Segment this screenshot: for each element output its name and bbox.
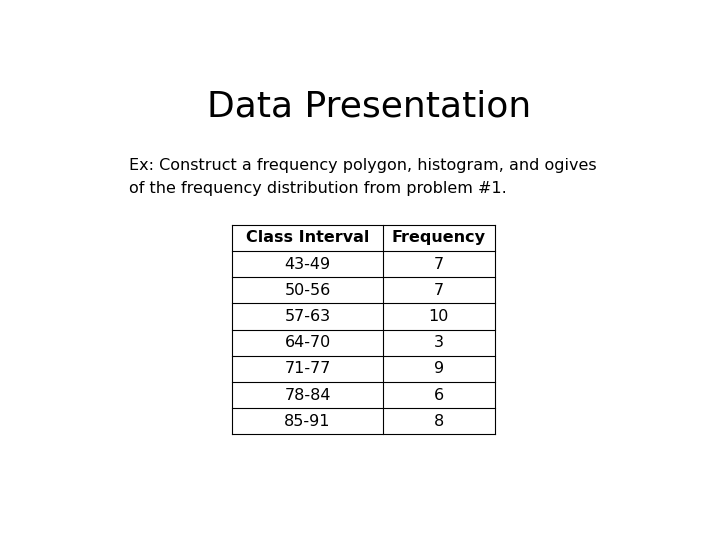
Text: 3: 3 (433, 335, 444, 350)
Text: 85-91: 85-91 (284, 414, 331, 429)
Text: 6: 6 (433, 388, 444, 403)
Text: 50-56: 50-56 (284, 283, 330, 298)
Text: 64-70: 64-70 (284, 335, 330, 350)
Text: 57-63: 57-63 (284, 309, 330, 324)
Text: Class Interval: Class Interval (246, 231, 369, 246)
Text: 7: 7 (433, 283, 444, 298)
Text: Ex: Construct a frequency polygon, histogram, and ogives
of the frequency distri: Ex: Construct a frequency polygon, histo… (129, 158, 597, 195)
Text: 43-49: 43-49 (284, 256, 330, 272)
Text: Data Presentation: Data Presentation (207, 90, 531, 124)
Text: 78-84: 78-84 (284, 388, 331, 403)
Text: 8: 8 (433, 414, 444, 429)
Text: Frequency: Frequency (392, 231, 486, 246)
Text: 9: 9 (433, 361, 444, 376)
Text: 7: 7 (433, 256, 444, 272)
Text: 10: 10 (428, 309, 449, 324)
Text: 71-77: 71-77 (284, 361, 330, 376)
